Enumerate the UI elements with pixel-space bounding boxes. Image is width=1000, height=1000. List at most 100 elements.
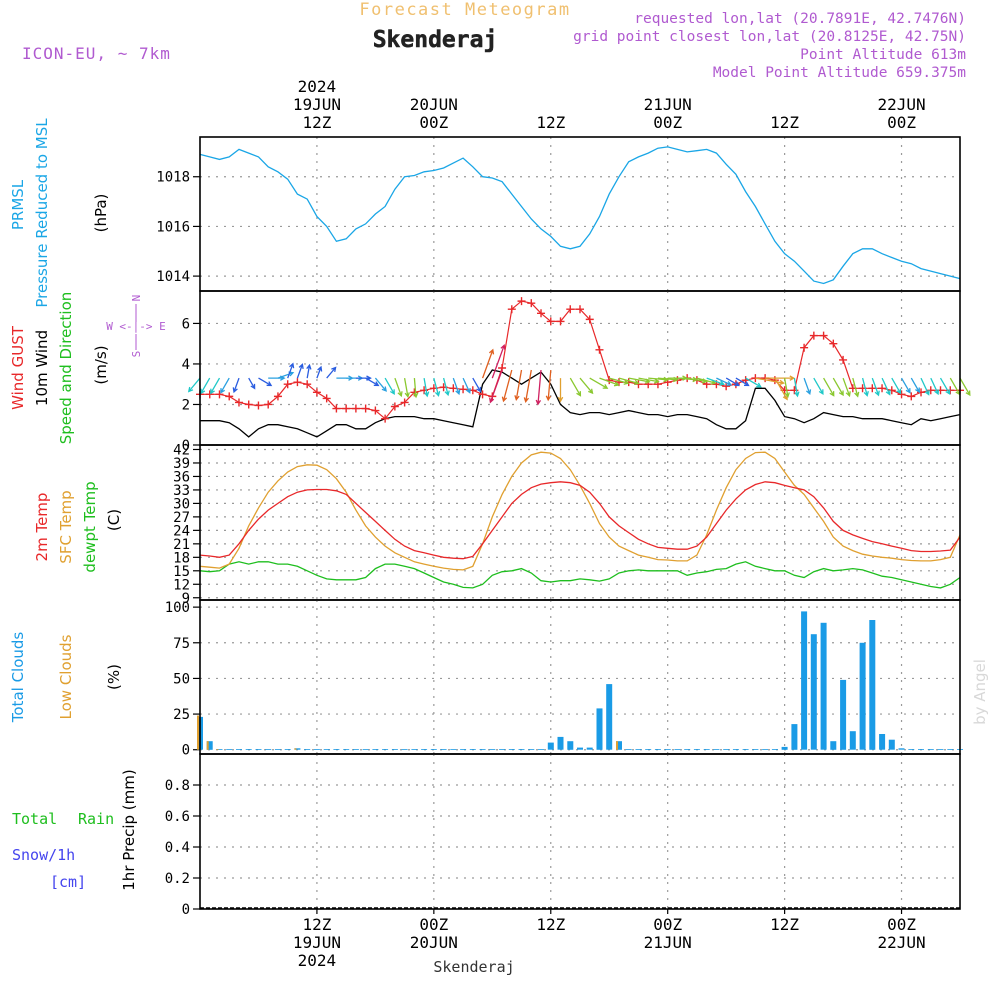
total-cloud-bar xyxy=(577,747,583,750)
gust-marker xyxy=(312,388,321,397)
gust-marker xyxy=(322,394,331,403)
wind-arrow xyxy=(783,377,790,398)
gust-marker xyxy=(527,299,536,308)
compass-n: N xyxy=(130,295,143,302)
gust-marker xyxy=(517,297,526,306)
gust-marker xyxy=(887,386,896,395)
total-cloud-bar xyxy=(820,622,827,750)
y-tick-label: 4 xyxy=(182,357,190,373)
dewpoint-line xyxy=(199,561,961,589)
gust-marker xyxy=(342,404,351,413)
total-cloud-bar xyxy=(810,634,817,750)
y-tick-label: 0.8 xyxy=(165,778,190,794)
gust-marker xyxy=(400,398,409,407)
temp-unit: (C) xyxy=(105,509,123,531)
compass-rose: N W <-|-> E S xyxy=(106,295,166,358)
wind-arrow xyxy=(481,348,495,379)
pressure-y-axis: 1014 1016 1018 xyxy=(156,170,200,285)
total-cloud-bar xyxy=(294,748,301,750)
y-tick-label: 50 xyxy=(173,671,190,687)
total-cloud-bar xyxy=(723,749,730,750)
footer-location: Skenderaj xyxy=(433,958,514,976)
y-tick-label: 27 xyxy=(173,510,190,526)
y-tick-label: 39 xyxy=(173,456,190,472)
total-cloud-bar xyxy=(869,620,876,750)
gust-marker xyxy=(459,385,468,394)
wind-arrow xyxy=(939,377,951,395)
pressure-label-prmsl: PRMSL xyxy=(9,179,27,230)
y-tick-label: 36 xyxy=(173,469,190,485)
total-cloud-bar xyxy=(411,749,418,750)
y-tick-label: 6 xyxy=(182,316,190,332)
y-tick-label: 9 xyxy=(182,591,190,607)
gust-marker xyxy=(800,343,809,352)
gust-marker xyxy=(819,331,828,340)
wind-direction-barbs xyxy=(187,344,971,406)
wind-arrow xyxy=(296,363,304,379)
total-cloud-bar xyxy=(927,749,934,750)
wind-arrow xyxy=(755,377,785,386)
total-cloud-bar xyxy=(265,749,272,750)
y-tick-label: 0 xyxy=(182,438,190,454)
total-cloud-bar xyxy=(713,749,720,750)
temp-2m-line xyxy=(199,481,961,560)
total-cloud-bar xyxy=(567,741,574,750)
precip-label-total: Total xyxy=(12,810,57,828)
total-cloud-bar xyxy=(216,749,223,750)
total-cloud-bar xyxy=(255,749,262,750)
gust-marker xyxy=(283,380,292,389)
total-cloud-bar xyxy=(206,741,213,750)
model-altitude: Model Point Altitude 659.375m xyxy=(713,65,966,81)
wind-label-speed-dir: Speed and Direction xyxy=(57,292,75,445)
wind-arrow xyxy=(891,377,902,395)
precip-label-rain: Rain xyxy=(78,810,114,828)
wind-arrow xyxy=(326,366,337,379)
wind-arrow xyxy=(803,377,812,396)
y-tick-label: 24 xyxy=(173,523,190,539)
wind-speed-line xyxy=(200,369,961,438)
pressure-label-msl: Pressure Reduced to MSL xyxy=(33,118,51,308)
top-time-label: 2024 xyxy=(298,77,337,96)
low-cloud-bar xyxy=(616,741,618,750)
total-cloud-bar xyxy=(421,749,428,750)
total-cloud-bar xyxy=(742,749,749,750)
top-time-label: 12Z xyxy=(536,113,565,132)
y-tick-label: 25 xyxy=(173,707,190,723)
wind-arrow xyxy=(793,377,800,398)
pressure-line xyxy=(199,146,961,285)
bottom-time-label: 20JUN xyxy=(410,933,458,952)
wind-arrow xyxy=(423,377,430,398)
total-cloud-bar xyxy=(499,749,506,750)
y-tick-label: 0 xyxy=(182,743,190,759)
wind-arrow xyxy=(589,377,609,389)
gust-marker xyxy=(273,392,282,401)
wind-arrow xyxy=(900,377,911,394)
total-cloud-bar xyxy=(684,749,691,750)
y-tick-label: 42 xyxy=(173,442,190,458)
y-tick-label: 1018 xyxy=(156,170,190,186)
wind-arrow xyxy=(716,377,733,386)
precip-label-cm: [cm] xyxy=(50,873,86,891)
precip-frame xyxy=(199,753,961,910)
wind-arrow xyxy=(910,377,920,394)
wind-arrow xyxy=(403,377,410,398)
gust-marker xyxy=(205,390,214,399)
total-cloud-bar xyxy=(771,749,778,750)
precip-ylabel: 1hr Precip (mm) xyxy=(120,769,138,890)
total-cloud-bar xyxy=(703,749,710,750)
y-tick-label: 100 xyxy=(165,600,190,616)
wind-arrow xyxy=(248,377,256,390)
total-cloud-bar xyxy=(440,749,447,750)
gust-marker xyxy=(839,355,848,364)
total-cloud-bar xyxy=(645,749,652,750)
gust-marker xyxy=(332,404,341,413)
wind-arrow xyxy=(462,377,471,394)
bottom-time-label: 2024 xyxy=(298,951,337,970)
gust-marker xyxy=(478,390,487,399)
wind-label-10m: 10m Wind xyxy=(33,330,51,406)
wind-arrow xyxy=(930,377,940,396)
total-cloud-bar xyxy=(635,749,642,750)
wind-arrow xyxy=(765,375,796,381)
gust-marker xyxy=(917,388,926,397)
